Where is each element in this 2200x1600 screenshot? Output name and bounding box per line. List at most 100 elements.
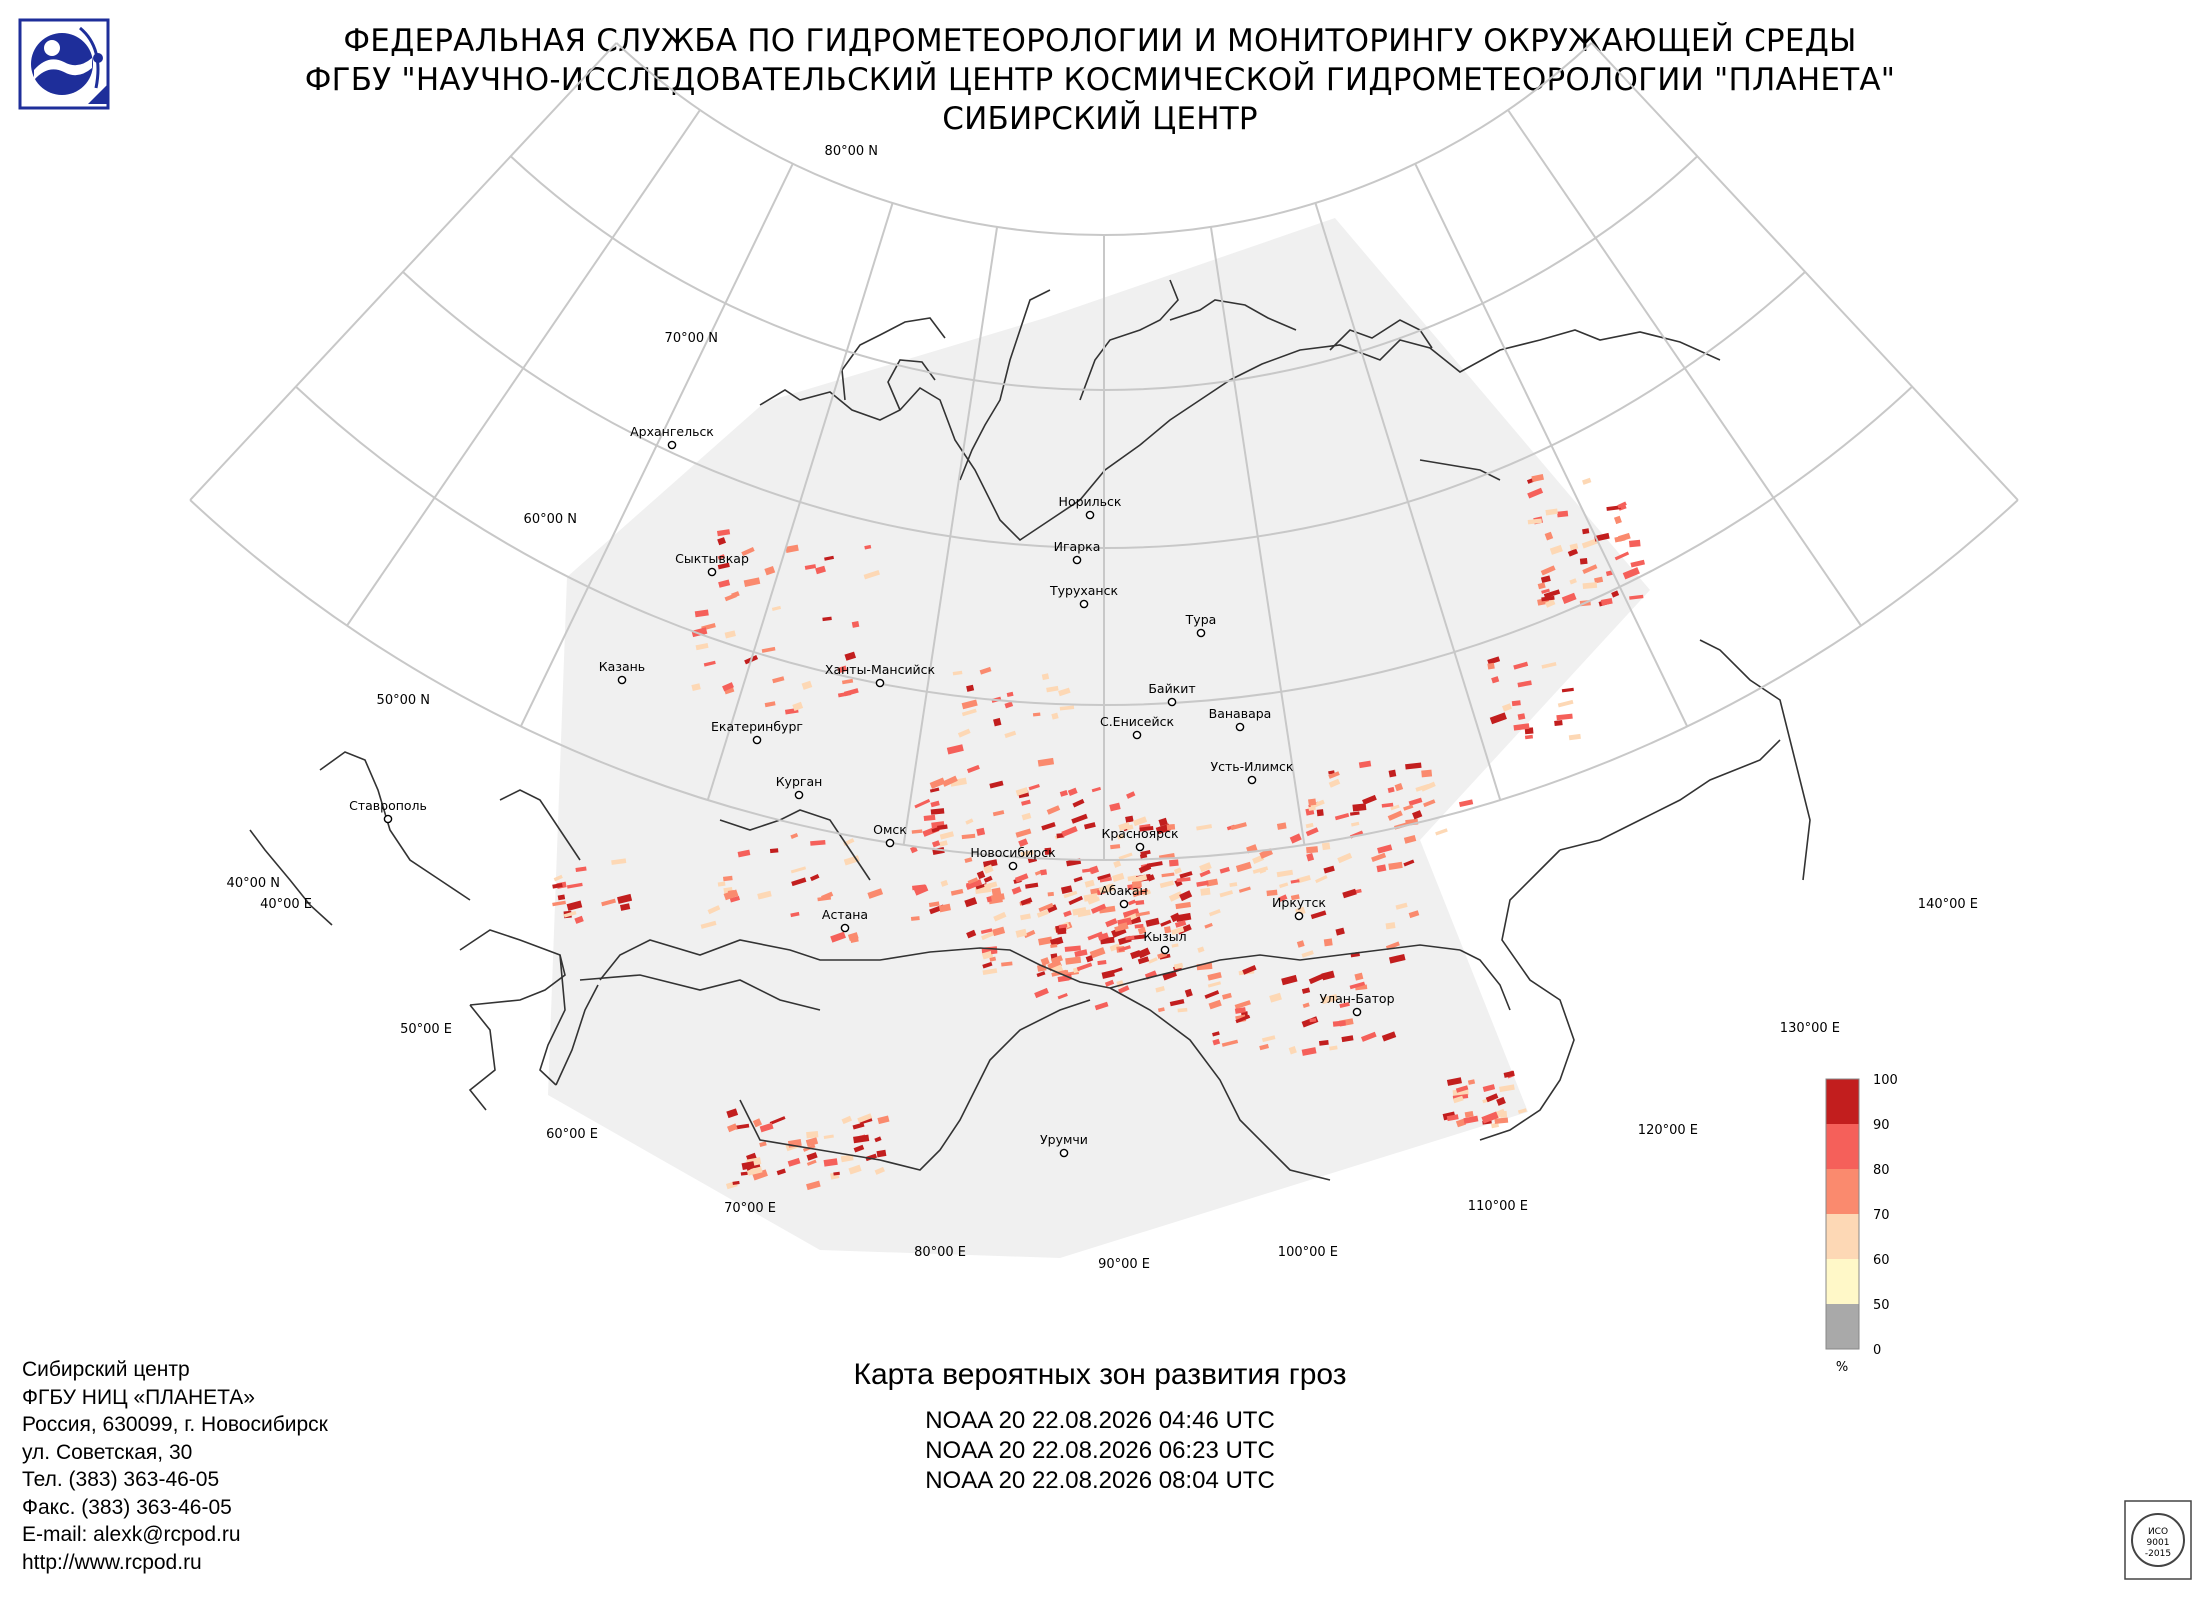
coastline-segment bbox=[959, 289, 1051, 481]
storm-cell bbox=[1491, 676, 1500, 684]
coastline-segment bbox=[1459, 949, 1511, 1011]
storm-cell bbox=[1252, 866, 1269, 874]
storm-cell bbox=[1329, 1045, 1338, 1051]
storm-cell bbox=[1044, 847, 1052, 855]
storm-cell bbox=[1064, 945, 1081, 952]
graticule bbox=[189, 42, 2019, 862]
longitude-label: 140°00 E bbox=[1918, 897, 1978, 912]
longitude-label: 90°00 E bbox=[1098, 1257, 1150, 1272]
longitude-label: 70°00 E bbox=[724, 1201, 776, 1216]
storm-cell bbox=[741, 547, 755, 557]
legend-unit: % bbox=[1836, 1360, 1848, 1375]
storm-cell bbox=[1196, 824, 1212, 831]
storm-cell bbox=[966, 764, 980, 774]
map-caption: Карта вероятных зон развития гроз NOAA 2… bbox=[700, 1358, 1500, 1496]
storm-cell bbox=[1207, 981, 1222, 988]
storm-cell bbox=[1455, 1085, 1469, 1093]
address-website[interactable]: http://www.rcpod.ru bbox=[22, 1550, 202, 1574]
storm-cell bbox=[1051, 712, 1059, 720]
storm-cell bbox=[1387, 786, 1395, 793]
storm-cell bbox=[1040, 957, 1050, 966]
city-marker bbox=[1085, 510, 1095, 520]
storm-cell bbox=[1408, 910, 1420, 919]
storm-cell bbox=[1028, 783, 1040, 791]
city: Ставрополь bbox=[349, 798, 427, 824]
storm-cell bbox=[1502, 703, 1512, 712]
storm-cell bbox=[1485, 1093, 1499, 1103]
latitude-label: 60°00 N bbox=[524, 512, 577, 527]
storm-cell bbox=[1527, 487, 1544, 499]
coastline-segment bbox=[539, 954, 566, 1086]
storm-cell bbox=[792, 701, 804, 711]
storm-cell bbox=[964, 857, 973, 864]
storm-cell bbox=[1517, 1108, 1527, 1114]
city-marker bbox=[1119, 899, 1129, 909]
city-marker bbox=[840, 923, 850, 933]
storm-cell bbox=[1047, 959, 1063, 972]
legend-swatch bbox=[1826, 1214, 1859, 1259]
city-marker bbox=[1352, 1007, 1362, 1017]
address-line: Сибирский центр bbox=[22, 1358, 190, 1381]
storm-cell bbox=[759, 1122, 774, 1133]
storm-cell bbox=[1301, 987, 1311, 994]
storm-cell bbox=[1004, 701, 1014, 709]
storm-cell bbox=[1234, 1000, 1251, 1010]
storm-cell bbox=[1023, 929, 1036, 939]
storm-cell bbox=[822, 616, 832, 622]
storm-cell bbox=[1041, 673, 1050, 681]
storm-cell bbox=[563, 910, 577, 918]
legend-tick: 100 bbox=[1873, 1073, 1898, 1088]
storm-cell bbox=[1221, 1039, 1239, 1047]
storm-cell bbox=[601, 898, 616, 907]
storm-cell bbox=[1360, 1031, 1377, 1042]
coverage-area bbox=[548, 218, 1650, 1258]
storm-cell bbox=[1435, 828, 1448, 836]
storm-cell bbox=[1358, 760, 1372, 769]
storm-cell bbox=[1594, 532, 1610, 542]
storm-cell bbox=[1315, 875, 1328, 884]
storm-cell bbox=[1296, 940, 1305, 948]
storm-cell bbox=[1446, 1077, 1462, 1086]
storm-cell bbox=[1137, 956, 1150, 965]
storm-cell bbox=[1036, 971, 1046, 978]
city: Сыктывкар bbox=[675, 551, 749, 577]
storm-cell bbox=[1513, 661, 1529, 670]
storm-cell bbox=[1350, 821, 1360, 827]
storm-cell bbox=[557, 894, 566, 901]
latitude-label: 80°00 N bbox=[825, 144, 878, 159]
storm-cell bbox=[1117, 833, 1125, 840]
city-label: Ханты-Мансийск bbox=[825, 662, 936, 677]
storm-cell bbox=[929, 787, 940, 793]
legend-tick: 90 bbox=[1873, 1118, 1890, 1133]
storm-cell bbox=[952, 670, 963, 676]
storm-cell bbox=[1242, 964, 1257, 975]
storm-cell bbox=[911, 829, 923, 834]
city-marker bbox=[1135, 842, 1145, 852]
storm-cell bbox=[785, 544, 799, 553]
storm-cell bbox=[1568, 733, 1581, 741]
storm-cell bbox=[1321, 970, 1335, 981]
address-email[interactable]: E-mail: alexk@rcpod.ru bbox=[22, 1523, 241, 1546]
legend-tick: 50 bbox=[1873, 1298, 1890, 1313]
storm-cell bbox=[717, 562, 730, 570]
storm-cell bbox=[700, 920, 717, 929]
storm-cell bbox=[1458, 799, 1474, 808]
longitude-line bbox=[1314, 202, 1502, 801]
storm-cell bbox=[1127, 899, 1136, 906]
storm-cell bbox=[1131, 881, 1142, 888]
storm-cell bbox=[1385, 941, 1400, 951]
storm-cell bbox=[1540, 565, 1556, 576]
storm-cell bbox=[727, 889, 735, 895]
storm-cell bbox=[1200, 887, 1211, 896]
storm-cell bbox=[1089, 947, 1106, 959]
city-label: Курган bbox=[776, 774, 823, 789]
storm-cell bbox=[1388, 861, 1403, 870]
storm-cell bbox=[1482, 1084, 1496, 1092]
city: Туруханск bbox=[1049, 583, 1118, 609]
storm-cell bbox=[877, 1115, 890, 1125]
storm-cell bbox=[1306, 853, 1315, 862]
city-marker bbox=[1059, 1148, 1069, 1158]
storm-cell bbox=[805, 1137, 819, 1147]
storm-cell bbox=[1387, 810, 1403, 821]
longitude-line bbox=[706, 202, 894, 801]
